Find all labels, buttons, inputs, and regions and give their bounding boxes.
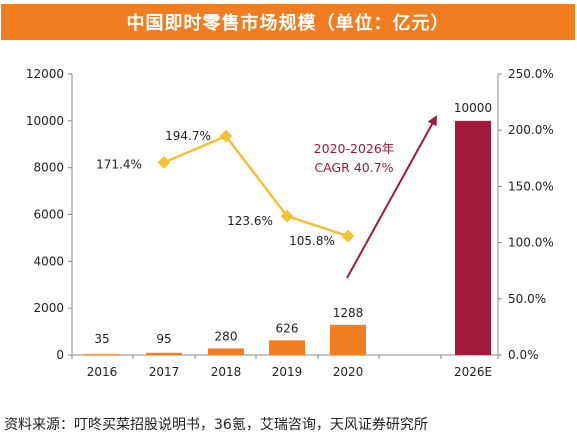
left-y-axis: 0 2000 4000 6000 8000 10000 12000 (26, 67, 73, 362)
left-axis-tick-label: 12000 (26, 67, 64, 81)
left-axis-tick-label: 4000 (33, 254, 64, 268)
right-axis-tick-label: 0.0% (508, 348, 539, 362)
right-y-axis: 0.0% 50.0% 100.0% 150.0% 200.0% 250.0% (497, 67, 554, 362)
bar (84, 354, 120, 355)
x-axis-tick-label: 2018 (211, 365, 242, 379)
bar (330, 324, 366, 355)
right-axis-tick-label: 150.0% (508, 179, 554, 193)
x-axis-tick-label: 2017 (149, 365, 180, 379)
bar (269, 340, 305, 355)
bar-data-label: 10000 (454, 101, 492, 115)
chart-title: 中国即时零售市场规模（单位：亿元） (1, 4, 575, 40)
bar-data-label: 280 (215, 329, 238, 343)
source-note: 资料来源：叮咚买菜招股说明书，36氪，艾瑞咨询，天风证券研究所 (4, 417, 428, 433)
line-marker (341, 229, 355, 243)
line-marker (280, 209, 294, 223)
bar-series: 35 95 280 626 1288 10000 (84, 101, 492, 355)
line-data-label: 105.8% (289, 234, 335, 248)
bar-data-label: 35 (94, 332, 109, 346)
left-axis-tick-label: 6000 (33, 208, 64, 222)
left-axis-tick-label: 2000 (33, 301, 64, 315)
bar-data-label: 626 (276, 321, 299, 335)
bar-data-label: 95 (156, 332, 171, 346)
growth-line-series: 171.4% 194.7% 123.6% 105.8% (96, 129, 355, 248)
line-marker (219, 129, 233, 143)
line-data-label: 194.7% (165, 129, 211, 143)
chart-svg: 0 2000 4000 6000 8000 10000 12000 0.0% 50.0% 100… (26, 67, 554, 379)
x-axis-tick-label: 2026E (454, 365, 492, 379)
left-axis-tick-label: 10000 (26, 114, 64, 128)
x-axis-tick-label: 2019 (272, 365, 303, 379)
x-axis-tick-label: 2016 (87, 365, 118, 379)
cagr-annotation-line1: 2020-2026年 (314, 141, 395, 156)
cagr-annotation-line2: CAGR 40.7% (314, 160, 393, 175)
right-axis-tick-label: 50.0% (508, 292, 546, 306)
left-axis-tick-label: 8000 (33, 161, 64, 175)
cagr-arrow (346, 115, 437, 279)
bar (455, 120, 491, 355)
right-axis-tick-label: 100.0% (508, 236, 554, 250)
x-axis: 2016 2017 2018 2019 2020 2026E (71, 354, 499, 379)
right-axis-tick-label: 200.0% (508, 123, 554, 137)
bar (146, 352, 182, 355)
x-axis-tick-label: 2020 (333, 365, 364, 379)
growth-line (163, 134, 349, 238)
line-data-label: 171.4% (96, 157, 142, 171)
bar-data-label: 1288 (333, 306, 364, 320)
bar (208, 348, 244, 355)
line-data-label: 123.6% (227, 214, 273, 228)
left-axis-tick-label: 0 (56, 348, 64, 362)
line-marker (157, 155, 171, 169)
right-axis-tick-label: 250.0% (508, 67, 554, 81)
